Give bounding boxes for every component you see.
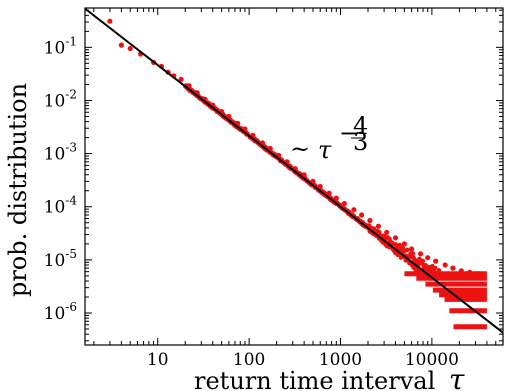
data-point: [127, 45, 133, 52]
data-point: [351, 207, 357, 213]
annotation-exp-num: 4: [353, 112, 368, 140]
data-point: [375, 223, 381, 229]
x-tick-label: 10: [147, 350, 169, 370]
data-point: [411, 255, 416, 260]
data-point: [341, 200, 347, 207]
y-tick-label: 10-5: [44, 247, 77, 271]
data-point: [413, 267, 418, 273]
y-tick-label: 10-6: [44, 300, 77, 324]
data-point: [385, 235, 390, 240]
data-point: [395, 243, 401, 248]
data-point: [415, 258, 420, 263]
x-tick-label: 1000: [319, 350, 362, 370]
data-point: [384, 229, 390, 235]
y-tick-label: 10-4: [44, 194, 78, 218]
data-point: [118, 42, 124, 48]
x-axis-label-text: return time interval: [194, 367, 435, 391]
data-point: [425, 255, 431, 261]
data-point: [410, 251, 416, 256]
y-tick-label: 10-2: [44, 87, 77, 111]
data-point: [377, 230, 382, 235]
annotation-exp-den: 3: [353, 128, 368, 156]
x-axis-label-symbol: τ: [449, 363, 465, 391]
power-law-annotation: ~ τ − 4 3: [290, 112, 368, 164]
data-point: [424, 264, 430, 270]
data-point: [417, 251, 424, 257]
y-axis-label: prob. distribution: [4, 83, 32, 297]
plot-frame: [84, 7, 504, 346]
annotation-base: τ: [318, 136, 332, 164]
data-point: [371, 226, 377, 231]
x-tick-label: 10000: [405, 350, 459, 370]
data-point: [450, 265, 456, 271]
data-point: [409, 246, 415, 252]
annotation-exp-sign: −: [339, 119, 359, 147]
data-point: [404, 247, 410, 253]
data-point: [420, 258, 426, 264]
data-point: [431, 266, 436, 271]
y-axis-ticks: 10-1 10-2 10-3 10-4 10-5 10-6: [44, 9, 503, 342]
power-law-fit: [85, 8, 503, 334]
x-tick-label: 100: [233, 350, 265, 370]
x-axis-label: return time interval τ: [194, 363, 465, 391]
data-point: [401, 241, 407, 247]
data-point: [367, 217, 373, 224]
data-point: [359, 212, 365, 218]
y-tick-label: 10-1: [44, 34, 77, 58]
data-point: [392, 235, 399, 241]
y-tick-label: 10-3: [44, 141, 77, 165]
data-point: [433, 258, 439, 264]
fit-line: [85, 8, 503, 334]
data-point: [107, 18, 113, 24]
data-point: [442, 262, 448, 268]
data-point: [178, 76, 184, 82]
annotation-tilde: ~: [290, 135, 310, 163]
x-axis-ticks: 10 100 1000 10000: [93, 8, 504, 370]
